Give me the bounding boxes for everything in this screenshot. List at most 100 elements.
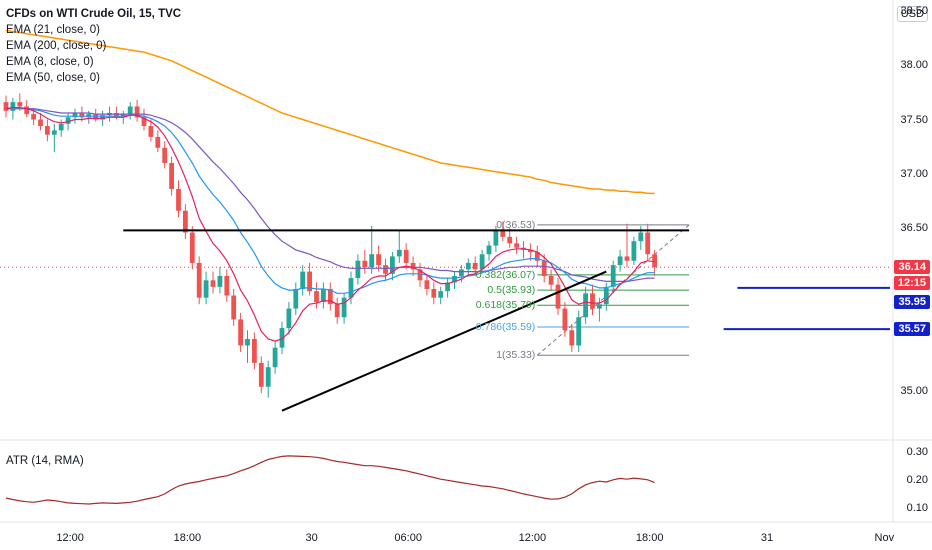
candle-body (127, 106, 133, 115)
candle-body (610, 265, 616, 287)
candle-body (459, 269, 464, 276)
candle-body (638, 232, 644, 242)
candle-body (403, 249, 409, 263)
time-tick: Nov (874, 532, 895, 544)
candle-body (396, 249, 402, 257)
candle-body (355, 260, 361, 279)
symbol-title[interactable]: CFDs on WTI Crude Oil, 15, TVC (6, 8, 182, 20)
candle-body (597, 304, 602, 309)
candle-body (265, 367, 271, 387)
candle-body (189, 232, 195, 263)
candle-body (445, 282, 450, 292)
candle-body (327, 288, 333, 305)
candle-body (224, 275, 230, 296)
candle-body (362, 260, 368, 268)
candle-body (341, 297, 347, 318)
fib-label-3: 0.618(35.79) (475, 299, 536, 312)
candle-body (576, 317, 582, 346)
candle-body (252, 338, 257, 363)
candle-body (65, 117, 71, 124)
candle-body (176, 189, 181, 211)
candle-body (603, 286, 609, 305)
candle-body (617, 256, 623, 266)
candle-body (431, 288, 437, 298)
legend-ema50[interactable]: EMA (50, close, 0) (6, 72, 100, 84)
candle-body (569, 330, 575, 346)
fib-label-4: 0.786(35.59) (475, 321, 536, 333)
candle-body (272, 347, 278, 368)
time-tick: 30 (305, 532, 318, 544)
candle-body (79, 112, 85, 118)
candle-body (376, 254, 381, 266)
ema8-line (5, 106, 655, 342)
candle-body (390, 256, 395, 274)
candle-body (58, 123, 64, 131)
candle-body (417, 269, 423, 281)
candle-body (17, 102, 23, 107)
candle-body (203, 280, 209, 298)
candle-body (31, 114, 36, 120)
candle-body (155, 136, 161, 148)
candle-body (279, 328, 285, 348)
candle-body (348, 278, 354, 298)
candle-body (314, 291, 319, 303)
candle-body (334, 304, 340, 318)
candle-body (652, 254, 657, 268)
atr-tick: 0.20 (906, 473, 928, 486)
candle-body (245, 338, 250, 346)
legend-ema21[interactable]: EMA (21, close, 0) (6, 24, 100, 36)
atr-legend[interactable]: ATR (14, RMA) (6, 455, 84, 467)
candle-body (369, 254, 375, 268)
atr-line (5, 455, 655, 505)
legend-ema200[interactable]: EMA (200, close, 0) (6, 40, 107, 52)
candle-body (590, 293, 595, 309)
candle-body (141, 117, 147, 127)
candle-body (424, 280, 430, 289)
currency-button[interactable]: USD (896, 6, 928, 22)
candle-body (534, 252, 540, 261)
candle-body (562, 308, 568, 331)
candle-body (321, 288, 326, 303)
candle-body (196, 262, 202, 298)
candle-body (183, 210, 188, 233)
candle-body (583, 293, 588, 318)
price-tick: 38.50 (900, 4, 928, 17)
price-tag: 12:15 (893, 276, 930, 291)
price-tick: 36.50 (900, 222, 928, 235)
candle-body (10, 102, 16, 111)
candle-body (410, 262, 416, 270)
time-tick: 18:00 (635, 532, 664, 544)
candle-body (383, 265, 388, 274)
support-trendline (281, 270, 607, 412)
candle-body (3, 102, 9, 111)
candle-body (465, 262, 471, 270)
candle-body (479, 254, 485, 270)
candle-body (217, 275, 223, 287)
candle-body (134, 106, 140, 118)
candle-body (500, 230, 506, 237)
fib-label-2: 0.5(35.93) (487, 284, 536, 297)
candle-body (472, 262, 478, 270)
candle-body (514, 243, 519, 248)
candle-body (307, 271, 312, 292)
time-tick: 31 (760, 532, 774, 544)
candle-body (645, 232, 651, 255)
legend-ema8[interactable]: EMA (8, close, 0) (6, 56, 94, 68)
candle-body (162, 147, 168, 163)
candle-body (51, 130, 57, 135)
candle-body (258, 362, 264, 387)
fib-label-5: 1(35.33) (496, 349, 536, 362)
price-tag: 35.95 (894, 294, 930, 309)
candle-body (45, 126, 50, 135)
price-tick: 38.00 (900, 59, 928, 72)
price-tick: 37.00 (900, 167, 928, 180)
atr-tick: 0.10 (906, 501, 928, 514)
price-tag: 35.57 (894, 322, 930, 337)
candle-body (169, 162, 174, 190)
candle-body (148, 126, 154, 137)
candle-body (231, 295, 237, 320)
candle-body (507, 236, 513, 244)
ema21-line (6, 107, 655, 294)
time-tick: 06:00 (394, 532, 422, 544)
